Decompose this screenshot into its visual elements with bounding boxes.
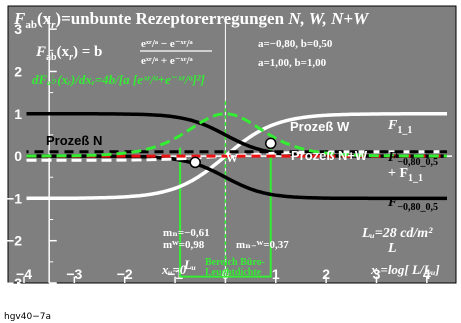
chart-title: Fab(xr)=unbunte Rezeptorerregungen N, W,… bbox=[13, 9, 370, 31]
y-tick-label: −1 bbox=[6, 190, 22, 206]
annotation-m-nw: mₙ₋ᵂ=0,37 bbox=[236, 239, 289, 251]
series-line-6 bbox=[26, 112, 448, 158]
y-tick-label: 2 bbox=[14, 63, 22, 79]
y-tick-label: 0 bbox=[14, 148, 22, 164]
params-1: a=−0,80, b=0,50 bbox=[258, 38, 333, 50]
x-tick-label: 1 bbox=[272, 266, 280, 282]
y-tick-label: 3 bbox=[14, 21, 22, 37]
label-f080-lower: F−0,80_0,5 bbox=[387, 195, 438, 213]
formula-numerator: eˣʳ/ᵃ − e⁻ˣʳ/ᵃ bbox=[141, 38, 194, 50]
label-point-w: W bbox=[226, 151, 238, 165]
derivative-label: dFₐ♭(xᵣ)/dxᵣ=4b/[a [eˣʳ/ᵃ+e⁻ˣʳ/ᵃ]²] bbox=[32, 72, 205, 87]
series-line-0 bbox=[26, 112, 447, 201]
x-tick-label: −2 bbox=[117, 266, 133, 282]
label-prozess-w: Prozeß W bbox=[290, 119, 350, 134]
annotation-bereich-2: Leuchtdichte bbox=[205, 267, 262, 278]
label-prozess-nw: Prozeß N+W bbox=[291, 148, 368, 163]
x-tick-label: 3 bbox=[373, 266, 381, 282]
label-f11-plus: + F1_1 bbox=[388, 166, 423, 184]
y-tick-label: 1 bbox=[14, 106, 22, 122]
annotation-bereich-1: Bereich Büro- bbox=[205, 257, 265, 268]
label-f11-top: F1_1 bbox=[387, 118, 412, 136]
annotation-lu-center: Lᵤ bbox=[183, 257, 196, 272]
annotation-lu-axis: L bbox=[387, 241, 397, 256]
params-2: a=1,00, b=1,00 bbox=[258, 57, 327, 69]
formula-lhs: Fab(xr) = b bbox=[35, 44, 102, 63]
label-prozess-n: Prozeß N bbox=[46, 133, 102, 148]
series-line-2 bbox=[26, 154, 447, 201]
y-tick-label: −2 bbox=[6, 233, 22, 249]
x-tick-label: 2 bbox=[322, 266, 330, 282]
annotation-m-w: mᵂ=0,98 bbox=[163, 239, 205, 251]
x-tick-label: −3 bbox=[66, 266, 82, 282]
marker-point-1 bbox=[189, 156, 201, 169]
x-zero-label: xᵤ=0 bbox=[161, 262, 187, 277]
marker-point-0 bbox=[264, 137, 277, 150]
formula-denominator: eˣʳ/ᵃ + e⁻ˣʳ/ᵃ bbox=[141, 55, 194, 67]
annotation-m-n: mₙ=−0,61 bbox=[163, 227, 210, 239]
annotation-lu-value: Lᵤ=28 cd/m² bbox=[361, 226, 433, 241]
points-layer bbox=[189, 137, 277, 169]
y-tick-label: −3 bbox=[6, 275, 22, 291]
x-tick-label: −4 bbox=[16, 266, 32, 282]
series-layer bbox=[26, 112, 448, 201]
footer-label: hgv40−7a bbox=[4, 312, 51, 322]
band-layer bbox=[179, 101, 272, 278]
x-tick-label: 4 bbox=[423, 266, 431, 282]
plot-area bbox=[7, 5, 457, 284]
label-f080-upper: F−0,80_0,5 bbox=[387, 150, 438, 168]
x-tick-label: 0 bbox=[222, 266, 230, 282]
x-axis-label: xᵣ=log[ L/Lᵤ] bbox=[370, 262, 440, 277]
